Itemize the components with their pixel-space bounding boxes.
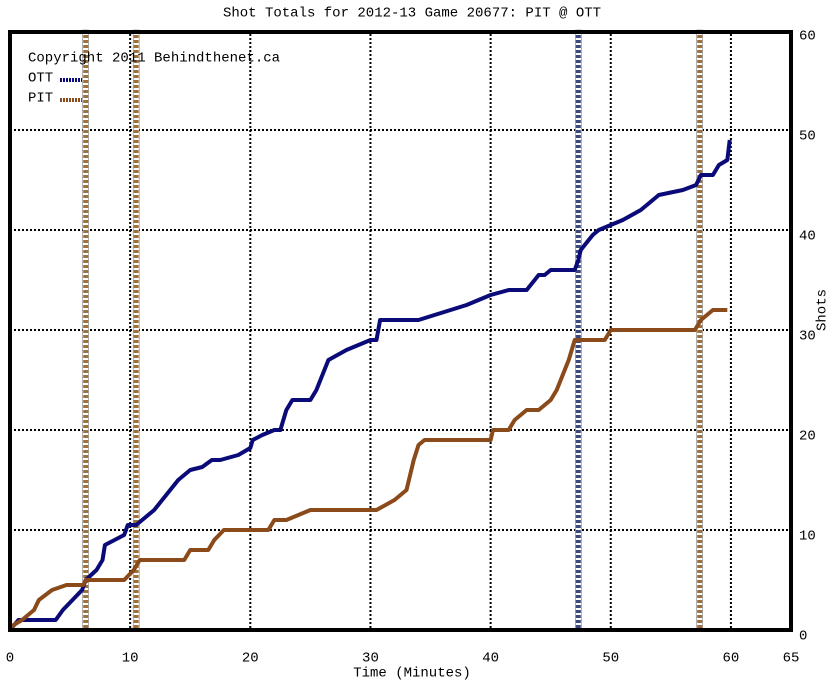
series-line (8, 139, 732, 632)
y-tick-label: 60 (799, 29, 816, 45)
annotation: Copyright 2011 Behindthenet.ca (28, 51, 280, 67)
y-tick-label: 20 (799, 429, 816, 445)
x-tick-label: 60 (723, 651, 740, 667)
y-tick-label: 40 (799, 229, 816, 245)
chart-title: Shot Totals for 2012-13 Game 20677: PIT … (223, 6, 601, 22)
y-tick-label: 50 (799, 129, 816, 145)
y-tick-label: 0 (799, 629, 807, 645)
x-tick-label: 0 (6, 651, 14, 667)
goal-marker (82, 29, 89, 631)
x-tick-label: 50 (602, 651, 619, 667)
goal-marker (132, 29, 140, 631)
series-line (8, 308, 728, 632)
x-tick-label: 20 (242, 651, 259, 667)
x-tick-label: 10 (122, 651, 139, 667)
x-tick-label: 30 (362, 651, 379, 667)
y-tick-label: 30 (799, 329, 816, 345)
y-axis-label: Shots (815, 289, 830, 331)
y-tick-label: 10 (799, 529, 816, 545)
plot-frame (8, 30, 793, 632)
x-axis-label: Time (Minutes) (353, 666, 471, 680)
x-tick-label: 40 (482, 651, 499, 667)
x-tick-label: 65 (783, 651, 800, 667)
legend-label: OTT (28, 71, 53, 87)
goal-marker (575, 29, 582, 631)
legend-label: PIT (28, 91, 53, 107)
goal-marker (696, 29, 703, 631)
